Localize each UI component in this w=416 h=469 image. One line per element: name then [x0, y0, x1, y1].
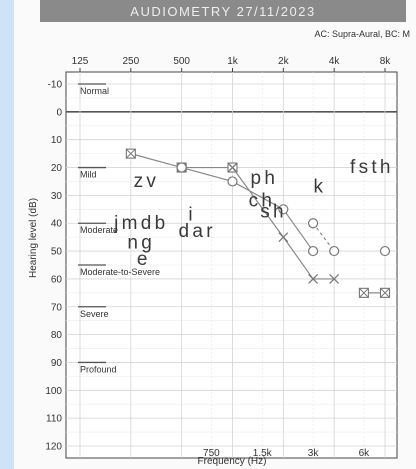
x-marker [329, 273, 340, 284]
y-tick-label: 30 [51, 191, 63, 202]
x-marker [308, 273, 318, 284]
category-label: Moderate [80, 225, 118, 235]
transducer-note: AC: Supra-Aural, BC: M [314, 29, 410, 39]
boxed-x-marker [125, 148, 136, 159]
y-tick-label: -10 [48, 80, 63, 91]
x-top-tick-label: 500 [173, 56, 190, 67]
speech-sound-label: k [314, 177, 324, 198]
x-top-tick-label: 250 [122, 56, 139, 67]
speech-sound-label: j m d b [113, 213, 164, 234]
y-tick-label: 10 [51, 135, 63, 146]
speech-sound-label: z v [134, 171, 157, 192]
y-tick-label: 120 [45, 442, 62, 453]
x-top-tick-label: 1k [227, 56, 239, 67]
y-tick-label: 40 [51, 219, 63, 230]
circle-marker [227, 176, 238, 187]
speech-sound-label: s h [260, 202, 283, 223]
series-line [181, 166, 314, 252]
x-bottom-tick-label: 3k [308, 448, 320, 459]
x-marker [227, 162, 238, 173]
x-axis-title: Frequency (Hz) [198, 456, 267, 467]
y-tick-label: 100 [45, 386, 62, 397]
y-tick-label: 50 [51, 247, 63, 258]
y-tick-label: 0 [56, 107, 62, 118]
category-label: Profound [80, 364, 117, 374]
speech-sound-label: i [188, 204, 191, 225]
circle-marker [329, 245, 340, 257]
speech-sound-label: e [137, 249, 147, 270]
circle-marker [176, 162, 187, 173]
y-tick-label: 60 [51, 274, 63, 285]
y-axis-title: Hearing level (dB) [28, 198, 39, 278]
x-top-tick-label: 125 [72, 56, 89, 67]
y-tick-label: 90 [51, 358, 63, 369]
speech-sound-label: d a r [179, 221, 214, 242]
speech-sound-label: c h [249, 191, 272, 212]
speech-sound-label: f s t h [350, 157, 390, 178]
boxed-x-marker [380, 287, 390, 298]
series-line [232, 167, 335, 280]
category-label: Mild [80, 170, 97, 180]
page-title: AUDIOMETRY 27/11/2023 [40, 0, 406, 22]
category-label: Normal [80, 86, 109, 96]
circle-marker [278, 204, 289, 215]
category-label: Moderate-to-Severe [80, 267, 160, 277]
x-marker [278, 232, 289, 243]
speech-sound-label: n g [127, 232, 151, 253]
y-tick-label: 20 [51, 163, 63, 174]
x-top-tick-label: 2k [278, 56, 290, 67]
circle-marker [379, 245, 391, 257]
x-bottom-tick-label: 750 [203, 448, 220, 459]
x-bottom-tick-label: 6k [359, 448, 371, 459]
y-tick-label: 110 [46, 414, 62, 425]
speech-sound-label: p h [251, 168, 275, 189]
x-top-tick-label: 4k [329, 56, 341, 67]
y-tick-label: 70 [51, 302, 63, 313]
y-tick-label: 80 [51, 330, 63, 341]
category-label: Severe [80, 309, 109, 319]
x-bottom-tick-label: 1.5k [253, 448, 273, 459]
circle-marker [307, 218, 319, 229]
boxed-x-marker [359, 287, 369, 298]
x-top-tick-label: 8k [380, 56, 392, 67]
circle-marker [307, 245, 319, 257]
